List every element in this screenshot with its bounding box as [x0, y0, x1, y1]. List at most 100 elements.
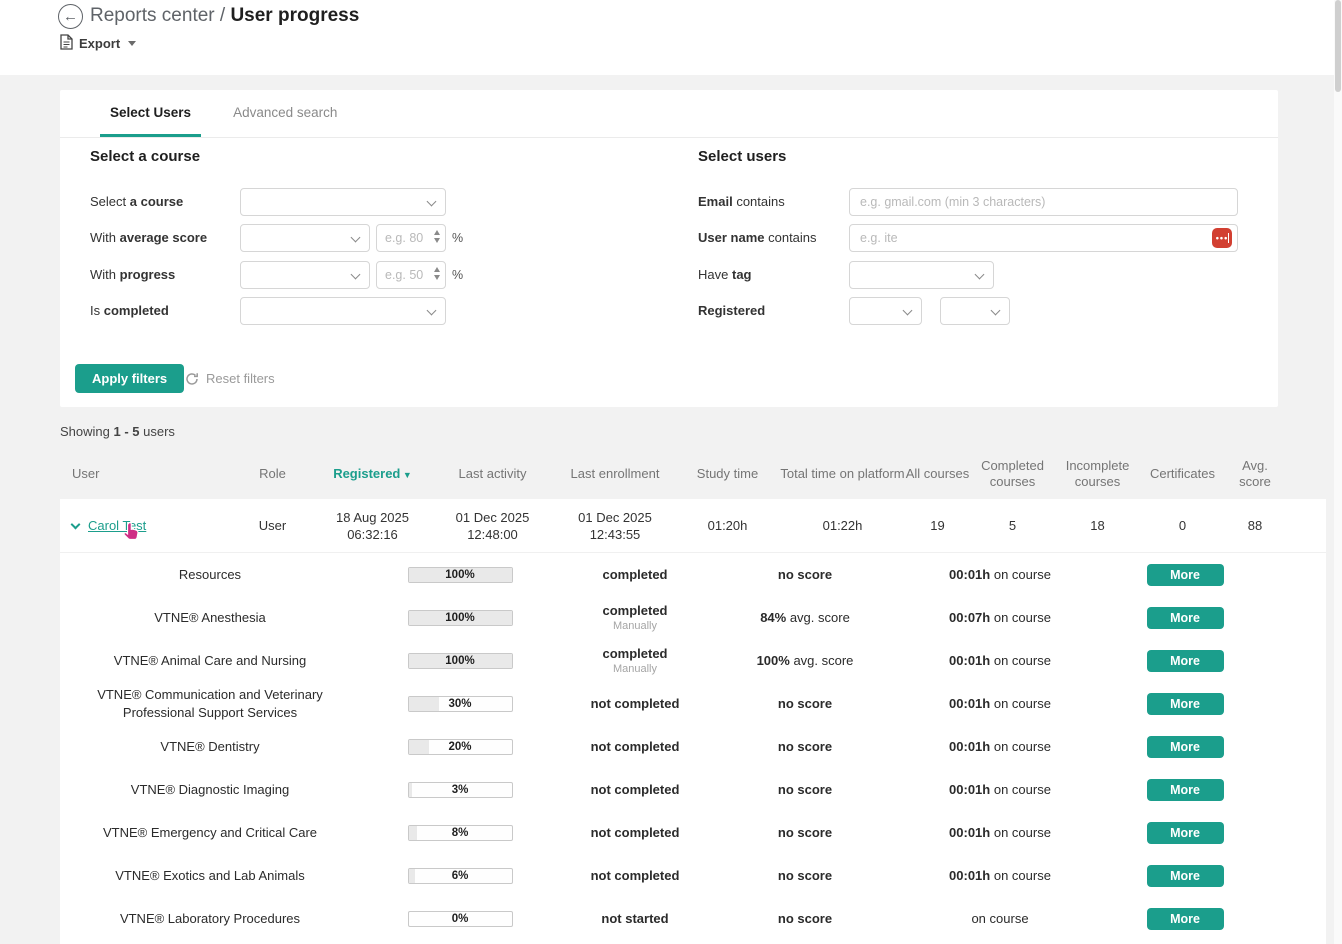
progress-percent: 20%: [448, 740, 472, 753]
chevron-down-icon: [350, 232, 361, 243]
progress-percent: 8%: [451, 826, 469, 839]
email-input[interactable]: [849, 188, 1238, 216]
more-button[interactable]: More: [1146, 864, 1224, 887]
more-button[interactable]: More: [1146, 907, 1224, 930]
scrollbar-thumb[interactable]: [1335, 0, 1341, 92]
breadcrumb-parent[interactable]: Reports center /: [90, 5, 226, 26]
export-button[interactable]: Export: [60, 34, 137, 53]
progress-bar-fill: [408, 696, 440, 711]
column-header-study-time[interactable]: Study time: [696, 466, 759, 481]
course-row: VTNE® Communication and Veterinary Profe…: [60, 682, 1326, 725]
username-input[interactable]: [849, 224, 1238, 252]
tab-select-users[interactable]: Select Users: [100, 90, 202, 137]
course-status: not started: [601, 911, 669, 926]
password-manager-icon[interactable]: •••: [1212, 228, 1232, 248]
course-time: 00:07h on course: [949, 610, 1051, 625]
course-score: no score: [777, 911, 833, 926]
course-row: VTNE® Dentistry 20% not completed no score 0…: [60, 725, 1326, 768]
column-header-incomplete-courses[interactable]: Incomplete courses: [1065, 458, 1130, 489]
chevron-down-icon: [902, 305, 913, 316]
column-header-registered[interactable]: Registered ▼: [333, 465, 412, 481]
course-name: VTNE® Exotics and Lab Animals: [115, 867, 305, 883]
progress-label: With progress: [90, 267, 176, 282]
column-header-last-activity[interactable]: Last activity: [458, 466, 527, 481]
progress-percent: 100%: [445, 568, 475, 581]
course-name: VTNE® Emergency and Critical Care: [102, 824, 318, 840]
course-score: no score: [777, 868, 833, 883]
column-header-total-time-on-platform[interactable]: Total time on platform: [780, 466, 905, 481]
column-header-user[interactable]: User: [72, 466, 100, 481]
apply-filters-button[interactable]: Apply filters: [75, 364, 185, 393]
reset-filters-button[interactable]: Reset filters: [185, 364, 275, 393]
average-score-label: With average score: [90, 230, 208, 245]
course-name: VTNE® Laboratory Procedures: [119, 910, 301, 926]
progress-percent: 100%: [445, 654, 475, 667]
have-tag-label: Have tag: [698, 267, 752, 282]
chevron-down-icon: [974, 269, 985, 280]
column-header-role[interactable]: Role: [259, 466, 286, 481]
progress-bar-fill: [408, 782, 412, 797]
table-body: Carol Test User 18 Aug 2025 06:32:16 01 D…: [60, 499, 1326, 944]
more-button[interactable]: More: [1146, 821, 1224, 844]
course-time: 00:01h on course: [949, 696, 1051, 711]
registered-date-select[interactable]: [940, 297, 1010, 325]
user-incomplete-courses: 18: [1090, 518, 1105, 533]
column-header-avg-score[interactable]: Avg. score: [1239, 458, 1271, 489]
course-status: not completed: [590, 696, 680, 711]
more-button[interactable]: More: [1146, 692, 1224, 715]
course-name: Resources: [178, 566, 242, 582]
progress-bar: 6%: [407, 867, 513, 884]
number-stepper-icon[interactable]: [434, 267, 440, 280]
user-role: User: [258, 518, 287, 533]
progress-bar-fill: [408, 868, 415, 883]
progress-percent: 100%: [445, 611, 475, 624]
course-time: 00:01h on course: [949, 739, 1051, 754]
average-score-operator-select[interactable]: [240, 224, 370, 252]
course-time: 00:01h on course: [949, 653, 1051, 668]
collapse-row-icon[interactable]: [70, 519, 81, 529]
user-study-time: 01:20h: [707, 518, 748, 533]
sort-desc-icon: ▼: [400, 469, 412, 480]
progress-bar: 100%: [407, 652, 513, 669]
course-status: completed: [602, 646, 668, 661]
column-header-completed-courses[interactable]: Completed courses: [981, 458, 1044, 489]
is-completed-select[interactable]: [240, 297, 446, 325]
course-select[interactable]: [240, 188, 446, 216]
more-button[interactable]: More: [1146, 563, 1224, 586]
course-time: on course: [971, 911, 1029, 926]
is-completed-label: Is completed: [90, 303, 169, 318]
more-button[interactable]: More: [1146, 606, 1224, 629]
chevron-down-icon: [426, 196, 437, 207]
column-header-last-enrollment[interactable]: Last enrollment: [570, 466, 660, 481]
registered-operator-select[interactable]: [849, 297, 922, 325]
user-last-enrollment: 01 Dec 2025 12:43:55: [578, 509, 652, 542]
tag-select[interactable]: [849, 261, 994, 289]
progress-bar: 20%: [407, 738, 513, 755]
user-last-activity: 01 Dec 2025 12:48:00: [455, 509, 530, 542]
course-score: no score: [777, 739, 833, 754]
course-score: no score: [777, 825, 833, 840]
column-header-all-courses[interactable]: All courses: [905, 466, 970, 481]
more-button[interactable]: More: [1146, 778, 1224, 801]
top-bar: ← Reports center / User progress Export: [0, 0, 1342, 75]
progress-bar: 100%: [407, 609, 513, 626]
more-button[interactable]: More: [1146, 735, 1224, 758]
breadcrumb: Reports center / User progress: [90, 5, 359, 27]
user-name-link[interactable]: Carol Test: [88, 518, 147, 533]
back-icon[interactable]: ←: [58, 4, 83, 29]
column-header-certificates[interactable]: Certificates: [1149, 466, 1216, 481]
course-row: Resources 100% completed no score 00:01h on …: [60, 553, 1326, 596]
course-score: 84% avg. score: [760, 610, 850, 625]
course-row: VTNE® Animal Care and Nursing 100% complet…: [60, 639, 1326, 682]
progress-input-wrap: [376, 261, 446, 289]
course-row: VTNE® Laboratory Procedures 0% not started…: [60, 897, 1326, 940]
course-score: no score: [777, 696, 833, 711]
progress-operator-select[interactable]: [240, 261, 370, 289]
more-button[interactable]: More: [1146, 649, 1224, 672]
username-contains-label: User name contains: [698, 230, 817, 245]
tab-advanced-search[interactable]: Advanced search: [233, 104, 338, 120]
user-certificates: 0: [1178, 518, 1187, 533]
number-stepper-icon[interactable]: [434, 230, 440, 243]
average-score-unit: %: [452, 231, 464, 245]
vertical-scrollbar[interactable]: [1334, 0, 1342, 944]
